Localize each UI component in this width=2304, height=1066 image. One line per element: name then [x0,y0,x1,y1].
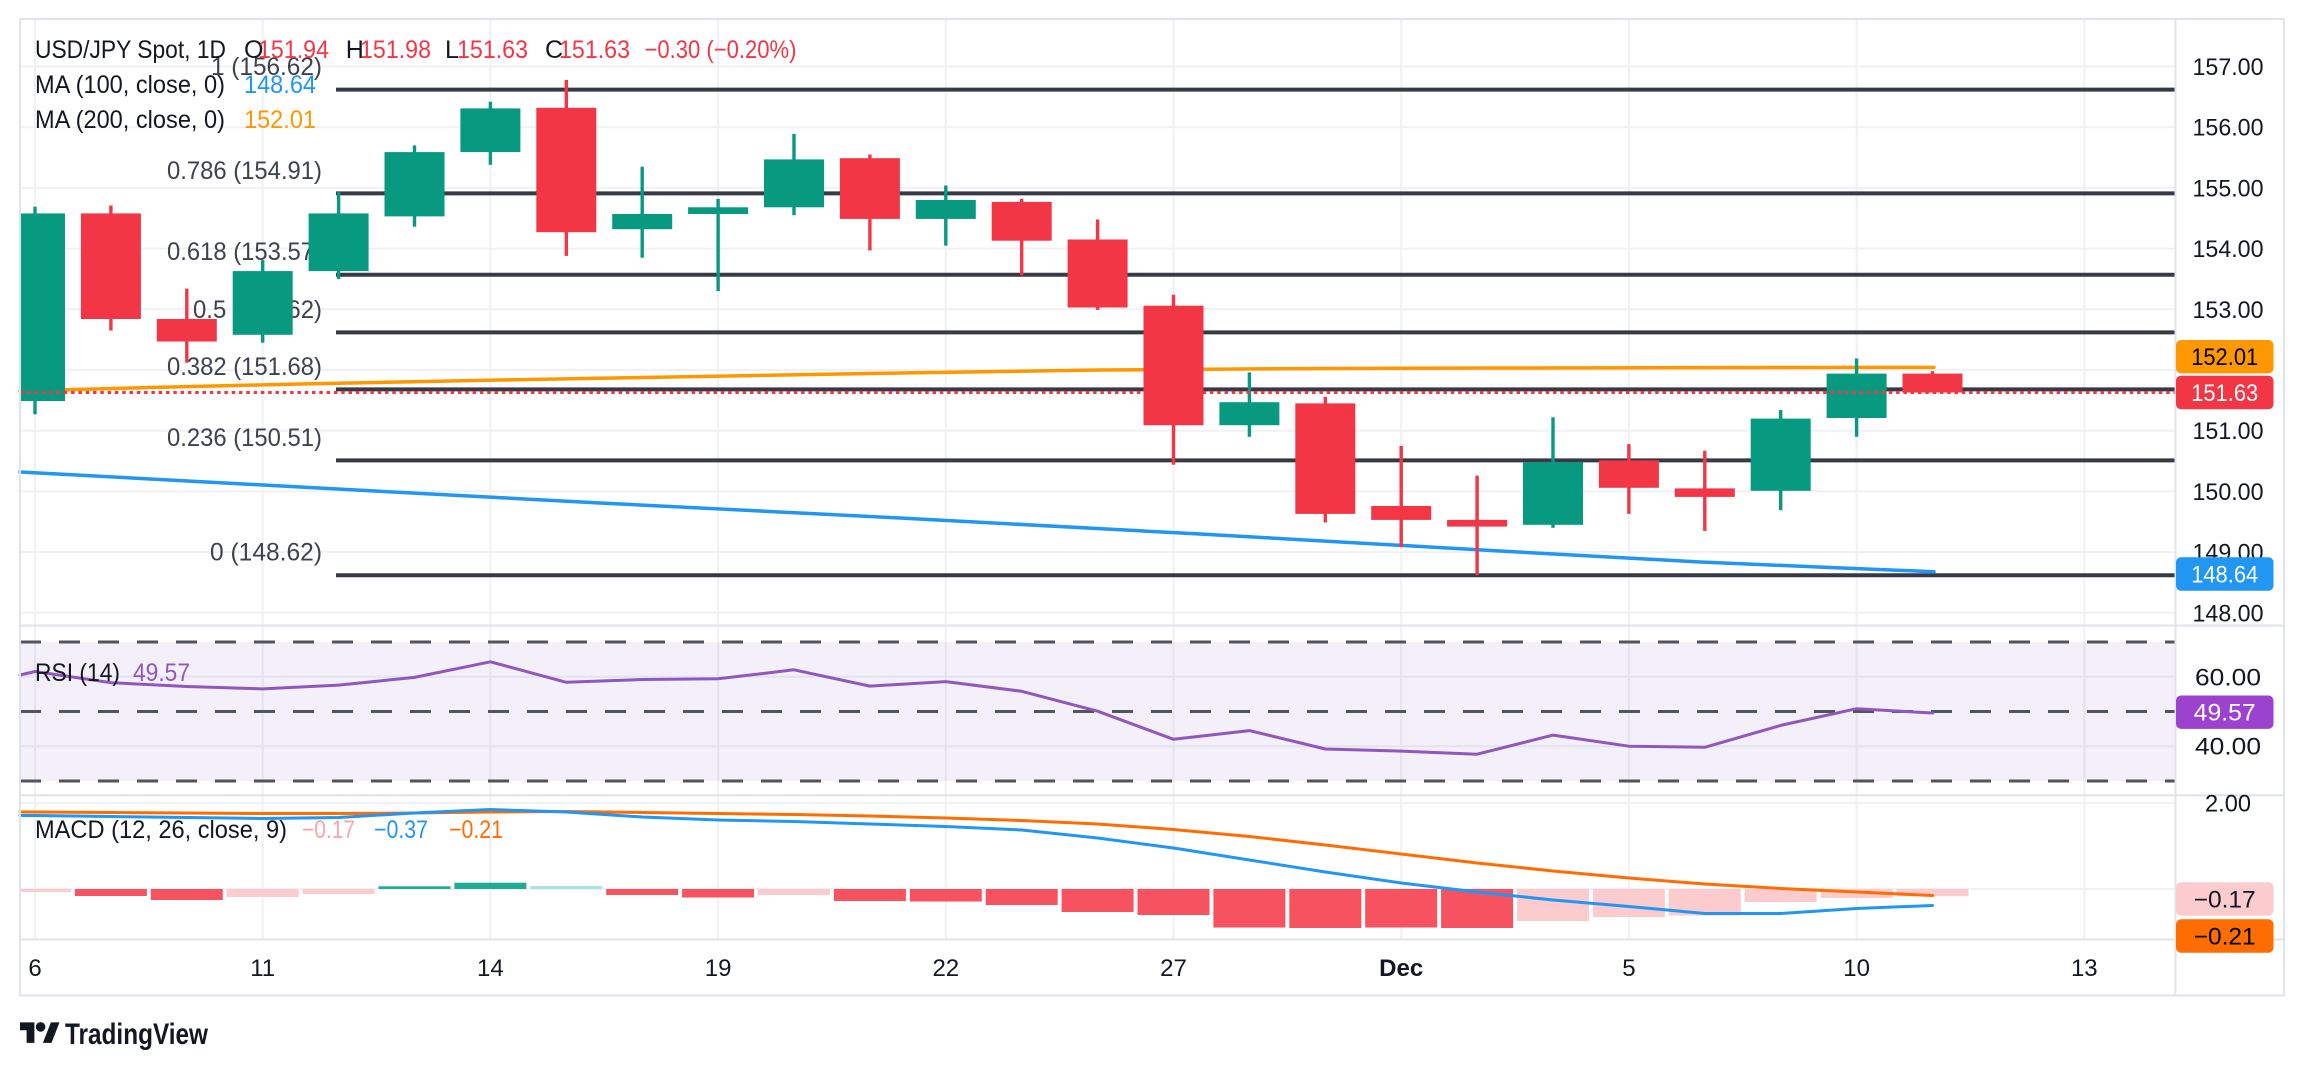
svg-text:151.63: 151.63 [2191,380,2258,407]
svg-text:MA (100, close, 0): MA (100, close, 0) [35,71,225,99]
svg-text:151.63: 151.63 [457,36,528,64]
svg-text:C: C [545,36,563,64]
svg-text:−0.17: −0.17 [302,816,355,844]
svg-text:49.57: 49.57 [2194,700,2256,727]
svg-text:MA (200, close, 0): MA (200, close, 0) [35,106,225,134]
svg-text:6: 6 [28,955,41,982]
svg-text:60.00: 60.00 [2195,664,2261,691]
svg-text:Dec: Dec [1379,955,1423,982]
svg-text:152.01: 152.01 [244,106,316,134]
svg-text:0.382 (151.68): 0.382 (151.68) [167,353,322,381]
svg-text:152.01: 152.01 [2191,344,2258,371]
svg-text:22: 22 [932,955,959,982]
svg-text:151.00: 151.00 [2193,418,2264,445]
svg-text:RSI (14): RSI (14) [35,659,120,687]
svg-text:155.00: 155.00 [2193,175,2264,202]
svg-text:USD/JPY Spot, 1D: USD/JPY Spot, 1D [35,36,226,64]
svg-text:148.64: 148.64 [2191,562,2258,589]
svg-text:148.64: 148.64 [244,71,316,99]
svg-text:TradingView: TradingView [65,1018,209,1051]
svg-text:H: H [346,36,364,64]
svg-text:0 (148.62): 0 (148.62) [210,539,322,567]
svg-text:40.00: 40.00 [2195,734,2261,761]
svg-text:14: 14 [477,955,504,982]
svg-text:0.236 (150.51): 0.236 (150.51) [167,424,322,452]
svg-text:0.786 (154.91): 0.786 (154.91) [167,157,322,185]
svg-text:157.00: 157.00 [2193,54,2264,81]
svg-text:27: 27 [1160,955,1187,982]
svg-text:156.00: 156.00 [2193,115,2264,142]
svg-text:13: 13 [2071,955,2098,982]
svg-text:−0.37: −0.37 [374,816,428,844]
svg-text:0.618 (153.57): 0.618 (153.57) [167,238,322,266]
svg-text:11: 11 [250,955,275,982]
svg-text:MACD (12, 26, close, 9): MACD (12, 26, close, 9) [35,816,287,844]
svg-text:−0.30 (−0.20%): −0.30 (−0.20%) [645,36,797,64]
svg-text:151.63: 151.63 [559,36,630,64]
svg-text:151.98: 151.98 [360,36,431,64]
svg-text:O: O [244,36,263,64]
svg-text:10: 10 [1843,955,1870,982]
svg-text:L: L [445,36,459,64]
svg-text:−0.21: −0.21 [2194,924,2256,951]
svg-text:5: 5 [1622,955,1635,982]
svg-text:148.00: 148.00 [2193,600,2264,627]
svg-text:19: 19 [705,955,732,982]
svg-text:1 (156.62): 1 (156.62) [211,53,322,81]
svg-text:−0.21: −0.21 [449,816,503,844]
svg-text:154.00: 154.00 [2193,236,2264,263]
svg-text:−0.17: −0.17 [2194,887,2256,914]
svg-text:151.94: 151.94 [258,36,329,64]
svg-text:49.57: 49.57 [133,659,190,687]
svg-text:2.00: 2.00 [2205,791,2251,818]
svg-text:150.00: 150.00 [2193,479,2264,506]
svg-text:153.00: 153.00 [2193,297,2264,324]
